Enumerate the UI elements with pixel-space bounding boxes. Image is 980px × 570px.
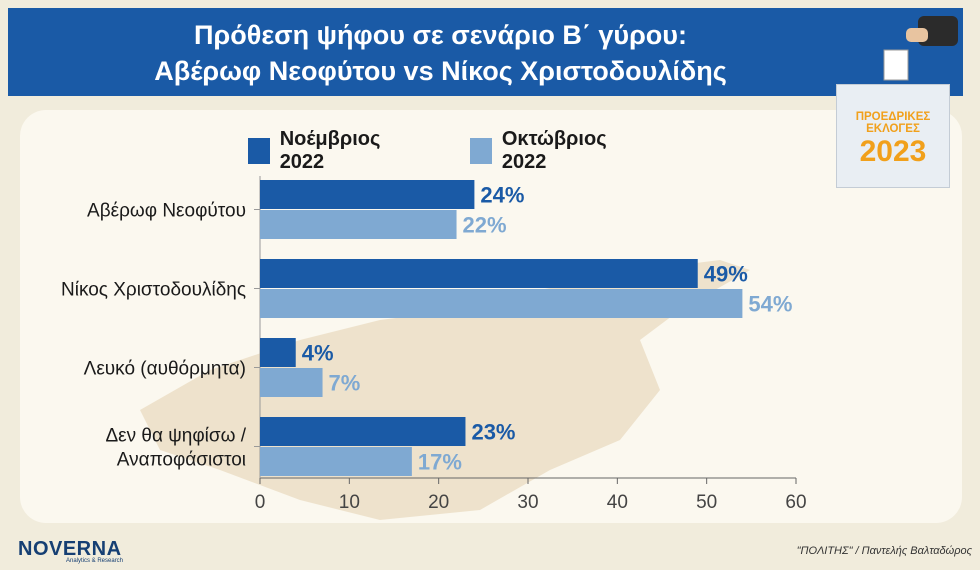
badge-year: 2023 [859, 135, 927, 168]
legend-label-october: Οκτώβριος 2022 [501, 128, 607, 173]
x-tick-label: 40 [607, 492, 628, 513]
bar [260, 417, 466, 446]
bar-value-label: 17% [418, 450, 462, 475]
bar-value-label: 7% [329, 371, 361, 396]
bar [260, 259, 698, 288]
badge-line-2: ΕΚΛΟΓΕΣ [866, 123, 920, 135]
x-tick-label: 10 [339, 492, 360, 513]
category-label: Δεν θα ψηφίσω / [105, 426, 246, 447]
bar [260, 368, 323, 397]
ballot-hand-icon [880, 12, 960, 87]
x-tick-label: 30 [517, 492, 538, 513]
bar-value-label: 22% [463, 213, 507, 238]
logo-name: NOVERNA [18, 538, 122, 560]
category-label: Αναποφάσιστοι [117, 450, 246, 471]
noverna-logo: NOVERNA Analytics & Research [18, 538, 124, 564]
bar [260, 180, 475, 209]
bar-value-label: 24% [480, 183, 524, 208]
bar-value-label: 54% [748, 292, 792, 317]
badge-line-1: ΠΡΟΕΔΡΙΚΕΣ [855, 111, 931, 123]
category-label: Νίκος Χριστοδουλίδης [61, 280, 246, 301]
x-tick-label: 60 [785, 492, 806, 513]
bar [260, 289, 743, 318]
source-credit: "ΠΟΛΙΤΗΣ" / Παντελής Βαλταδώρος [796, 545, 972, 557]
x-tick-label: 50 [696, 492, 717, 513]
chart-title-line-2: Αβέρωφ Νεοφύτου vs Νίκος Χριστοδουλίδης [154, 56, 727, 86]
bar-value-label: 49% [704, 262, 748, 287]
bar [260, 447, 412, 476]
legend-swatch-october [470, 138, 492, 164]
x-tick-label: 20 [428, 492, 449, 513]
title-banner: Πρόθεση ψήφου σε σενάριο Β΄ γύρου: Αβέρω… [8, 8, 963, 96]
election-badge: ΠΡΟΕΔΡΙΚΕΣ ΕΚΛΟΓΕΣ 2023 [836, 84, 950, 188]
legend-item-october: Οκτώβριος 2022 [470, 128, 615, 174]
x-tick-label: 0 [255, 492, 266, 513]
bar-value-label: 4% [302, 341, 334, 366]
chart-title-line-1: Πρόθεση ψήφου σε σενάριο Β΄ γύρου: [194, 20, 687, 50]
category-label: Λευκό (αυθόρμητα) [84, 359, 246, 380]
logo-tagline: Analytics & Research [66, 558, 124, 564]
category-label: Αβέρωφ Νεοφύτου [87, 201, 246, 222]
legend-item-november: Νοέμβριος 2022 [248, 128, 389, 174]
bar [260, 210, 457, 239]
legend-label-november: Νοέμβριος 2022 [279, 128, 381, 173]
legend-swatch-november [248, 138, 270, 164]
bar [260, 338, 296, 367]
bar-value-label: 23% [471, 420, 515, 445]
